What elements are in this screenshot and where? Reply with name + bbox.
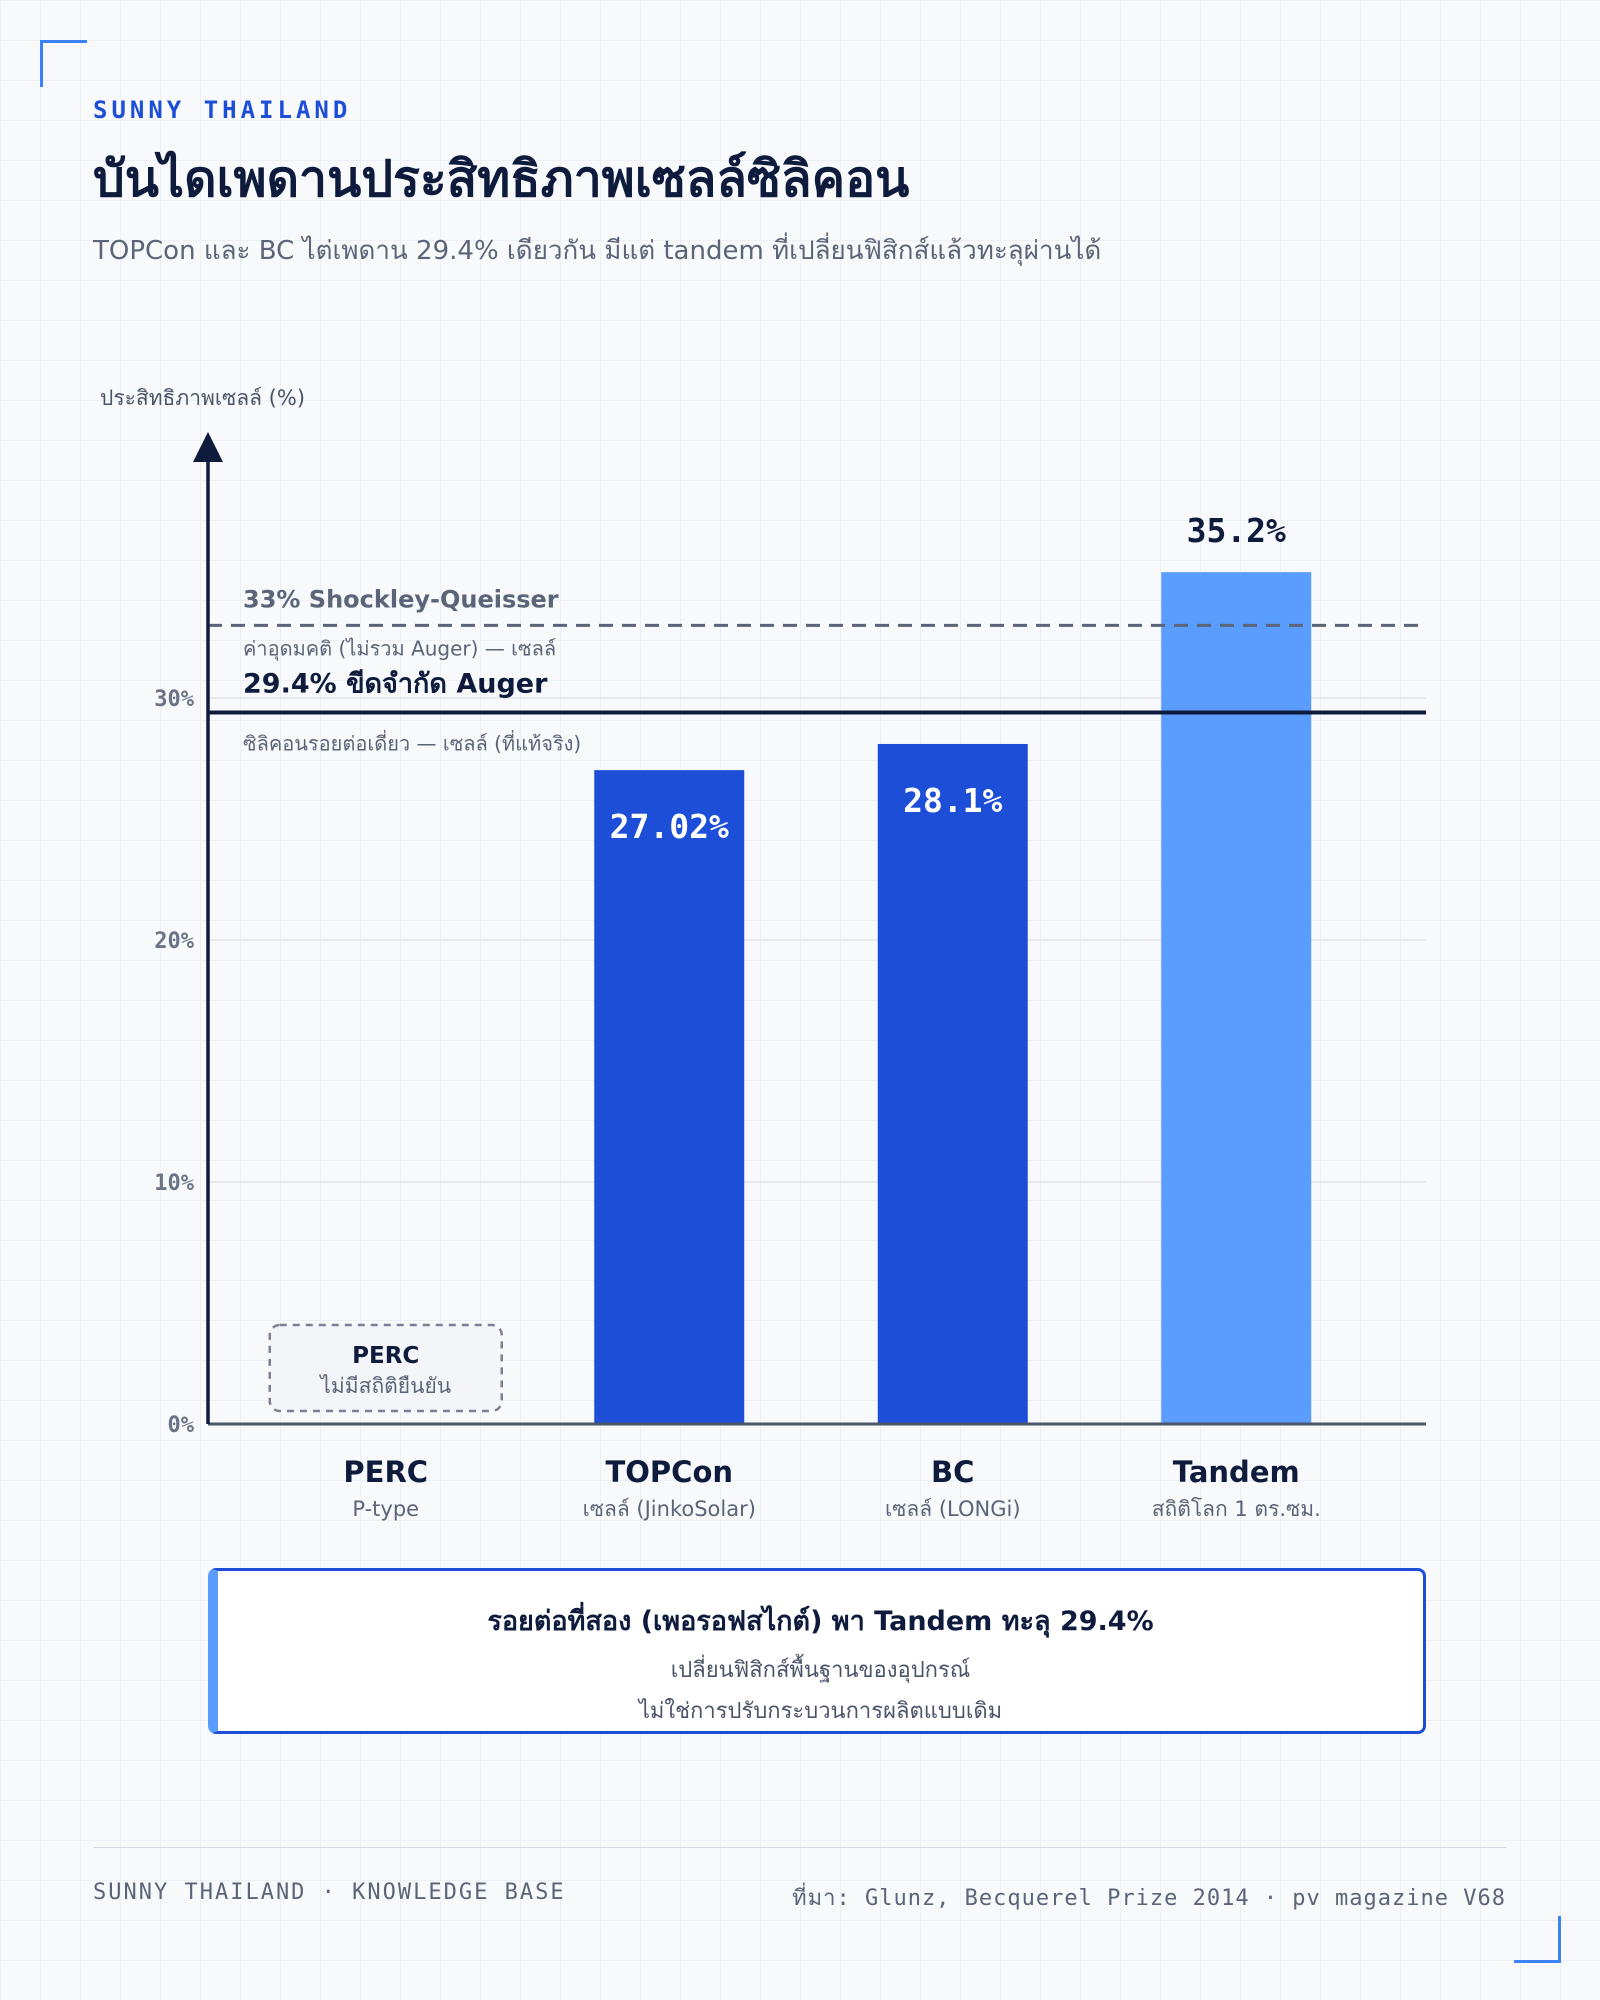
value-label: 27.02% bbox=[610, 807, 729, 846]
y-tick-label: 10% bbox=[154, 1171, 194, 1196]
brand-label: SUNNY THAILAND bbox=[93, 96, 352, 124]
perc-note-title: PERC bbox=[352, 1343, 419, 1369]
bar-topcon bbox=[594, 770, 745, 1424]
callout-line-1: เปลี่ยนฟิสิกส์พื้นฐานของอุปกรณ์ bbox=[670, 1658, 971, 1683]
callout-box: รอยต่อที่สอง (เพอรอฟสไกต์) พา Tandem ทะล… bbox=[208, 1568, 1426, 1734]
page-title: บันไดเพดานประสิทธิภาพเซลล์ซิลิคอน bbox=[93, 150, 910, 208]
footer-divider bbox=[93, 1847, 1507, 1848]
category-sublabel: สถิติโลก 1 ตร.ซม. bbox=[1152, 1497, 1321, 1521]
y-tick-label: 30% bbox=[154, 687, 194, 712]
efficiency-bar-chart: ประสิทธิภาพเซลล์ (%) 0% 10% 20% 30% PERC ไม่มี… bbox=[100, 386, 1426, 1521]
y-axis-arrow-icon bbox=[193, 432, 223, 462]
category-label: Tandem bbox=[1173, 1455, 1300, 1489]
perc-note-text: ไม่มีสถิติยืนยัน bbox=[318, 1374, 451, 1398]
callout-line-2: ไม่ใช่การปรับกระบวนการผลิตแบบเดิม bbox=[638, 1699, 1003, 1724]
auger-limit-sublabel: ซิลิคอนรอยต่อเดี่ยว — เซลล์ (ที่แท้จริง) bbox=[243, 730, 581, 756]
perc-missing-note bbox=[268, 1323, 503, 1413]
callout-title: รอยต่อที่สอง (เพอรอฟสไกต์) พา Tandem ทะล… bbox=[487, 1606, 1154, 1637]
y-tick-label: 20% bbox=[154, 929, 194, 954]
y-axis-label: ประสิทธิภาพเซลล์ (%) bbox=[100, 386, 305, 410]
footer-source: ที่มา: Glunz, Becquerel Prize 2014 · pv … bbox=[792, 1886, 1506, 1911]
category-label: TOPCon bbox=[605, 1455, 733, 1489]
category-sublabel: P-type bbox=[352, 1497, 419, 1521]
category-sublabel: เซลล์ (LONGi) bbox=[885, 1497, 1021, 1521]
category-label: PERC bbox=[343, 1455, 428, 1489]
bar-bc bbox=[877, 743, 1028, 1424]
value-label: 35.2% bbox=[1187, 511, 1286, 550]
shockley-queisser-sublabel: ค่าอุดมคติ (ไม่รวม Auger) — เซลล์ bbox=[243, 636, 556, 661]
y-tick-label: 0% bbox=[168, 1413, 195, 1438]
page-subtitle: TOPCon และ BC ไต่เพดาน 29.4% เดียวกัน มี… bbox=[93, 236, 1102, 266]
footer-brand: SUNNY THAILAND · KNOWLEDGE BASE bbox=[93, 1880, 566, 1905]
auger-limit-label: 29.4% ขีดจำกัด Auger bbox=[243, 669, 548, 700]
corner-decoration-bottom-right bbox=[1514, 1916, 1561, 1963]
category-sublabel: เซลล์ (JinkoSolar) bbox=[583, 1497, 756, 1521]
corner-decoration-top-left bbox=[40, 40, 87, 87]
category-label: BC bbox=[931, 1455, 974, 1489]
value-label: 28.1% bbox=[903, 781, 1002, 820]
shockley-queisser-label: 33% Shockley-Queisser bbox=[243, 585, 559, 613]
bar-tandem bbox=[1161, 572, 1312, 1424]
